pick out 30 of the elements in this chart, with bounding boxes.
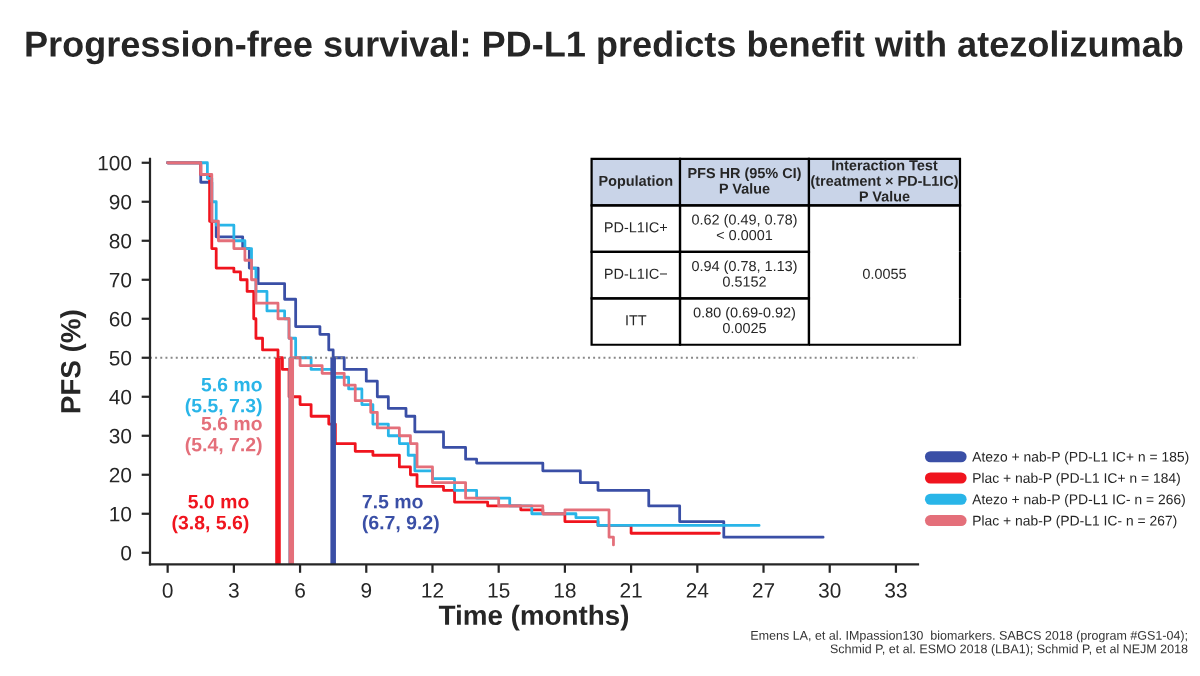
- y-tick-label: 10: [110, 506, 132, 522]
- x-tick-label: 18: [554, 583, 576, 598]
- x-tick-label: 0: [162, 583, 173, 598]
- y-tick-label: 70: [109, 272, 132, 288]
- y-tick-label: 50: [109, 350, 132, 366]
- y-tick-label: 30: [109, 428, 132, 444]
- ref-line-label: 7.5 mo (6.7, 9.2): [362, 494, 439, 534]
- y-tick-label: 40: [109, 389, 132, 405]
- y-tick-label: 20: [109, 467, 132, 483]
- x-tick-label: 33: [885, 583, 907, 598]
- x-tick-label: 12: [422, 583, 444, 598]
- y-tick-label: 80: [109, 233, 132, 249]
- x-tick-label: 24: [686, 583, 709, 598]
- y-tick-label: 90: [109, 194, 132, 210]
- ref-line-label: 5.6 mo (5.4, 7.2): [185, 416, 262, 456]
- y-tick-label: 60: [109, 311, 132, 327]
- x-tick-label: 9: [361, 583, 372, 598]
- x-tick-label: 30: [818, 583, 841, 598]
- x-tick-label: 6: [295, 583, 305, 598]
- y-axis-title: PFS (%): [60, 310, 87, 413]
- x-tick-label: 27: [752, 583, 775, 598]
- ref-line-label: 5.0 mo (3.8, 5.6): [172, 494, 249, 534]
- x-axis-title: Time (months): [438, 604, 629, 631]
- x-tick-label: 21: [620, 583, 642, 598]
- ref-line-label: 5.6 mo (5.5, 7.3): [185, 377, 262, 417]
- x-tick-label: 15: [488, 583, 510, 598]
- y-tick-label: 0: [121, 545, 132, 561]
- x-tick-label: 3: [228, 583, 239, 598]
- y-tick-label: 100: [98, 155, 132, 171]
- chart-title: Progression-free survival: PD-L1 predicts benefit with atezolizumab: [26, 30, 1183, 65]
